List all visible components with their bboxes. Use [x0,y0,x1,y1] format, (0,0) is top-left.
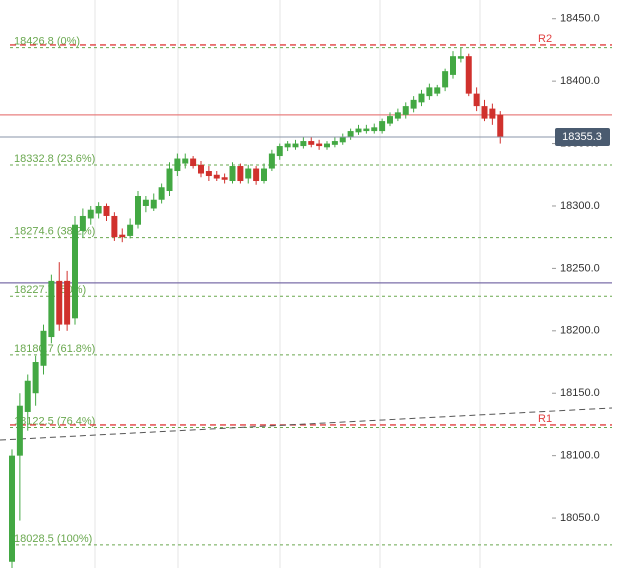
fib-label: 18332.8 (23.6%) [14,153,95,165]
price-tag [555,127,610,146]
candle-body [119,234,126,238]
candle-body [371,127,378,132]
fib-label: 18426.8 (0%) [14,36,80,48]
candle-body [363,128,370,132]
candle-body [355,128,362,133]
candle-body [324,143,330,148]
y-tick-label: 18300.0 [560,200,600,212]
candle-body [16,405,23,456]
fib-label: 18028.5 (100%) [14,533,92,545]
y-tick-label: 18450.0 [560,13,600,25]
candle-body [205,171,212,177]
candle-body [426,87,433,97]
candle-body [394,112,401,119]
candle-body [465,56,472,94]
candle-body [229,166,236,182]
candle-body [418,93,425,103]
y-tick-label: 18150.0 [560,387,600,399]
candle-body [402,106,409,115]
candle-body [237,166,244,182]
candle-body [410,99,417,109]
candle-body [284,143,291,148]
candle-body [127,224,134,236]
candle-body [142,199,149,206]
candle-body [489,108,496,119]
candle-body [174,158,181,172]
candle-body [111,215,118,238]
candle-body [457,56,464,59]
price-tag-label: 18355.3 [562,131,602,143]
y-tick-label: 18200.0 [560,325,600,337]
y-tick-label: 18050.0 [560,512,600,524]
candle-body [245,168,252,179]
candle-body [32,362,39,394]
candle-body [292,143,299,148]
candle-body [190,158,197,167]
candle-body [442,71,449,88]
resistance-label: R1 [538,413,552,425]
y-tick-label: 18400.0 [560,75,600,87]
vertical-grid [94,0,481,568]
candle-body [87,209,94,219]
candle-body [40,330,47,366]
candle-body [497,114,504,138]
candle-body [64,280,71,325]
candle-body [158,187,165,200]
trend-line [0,407,613,441]
candle-body [339,137,346,143]
candle-body [150,199,157,209]
candle-body [308,141,315,145]
candle-body [95,205,102,214]
candle-body [347,131,354,138]
candle-body [473,93,480,107]
candle-body [268,153,275,169]
candle-body [253,168,260,182]
candle-body [481,106,488,119]
candle-body [387,116,393,124]
candle-body [261,168,267,182]
candle-body [135,195,141,225]
candle-body [79,215,86,231]
fib-label: 18180.7 (61.8%) [14,343,95,355]
candle-body [56,280,63,325]
candle-body [166,168,173,191]
candle-body [379,121,386,132]
candle-body [48,280,55,338]
candle-body [213,174,220,179]
candle-body [316,143,323,147]
candle-body [72,224,78,319]
candle-body [24,380,31,412]
y-tick-label: 18250.0 [560,262,600,274]
candle-body [300,141,307,147]
candle-body [182,158,189,164]
y-tick-label: 18100.0 [560,450,600,462]
candle-body [276,146,283,157]
candle-body [198,164,204,174]
candle-body [9,455,15,562]
candle-body [331,141,338,145]
candle-body [450,56,456,75]
resistance-label: R2 [538,33,552,45]
fib-label: 18122.5 (76.4%) [14,415,95,427]
candle-body [434,87,441,94]
candle-body [221,177,228,180]
candle-body [103,205,110,216]
